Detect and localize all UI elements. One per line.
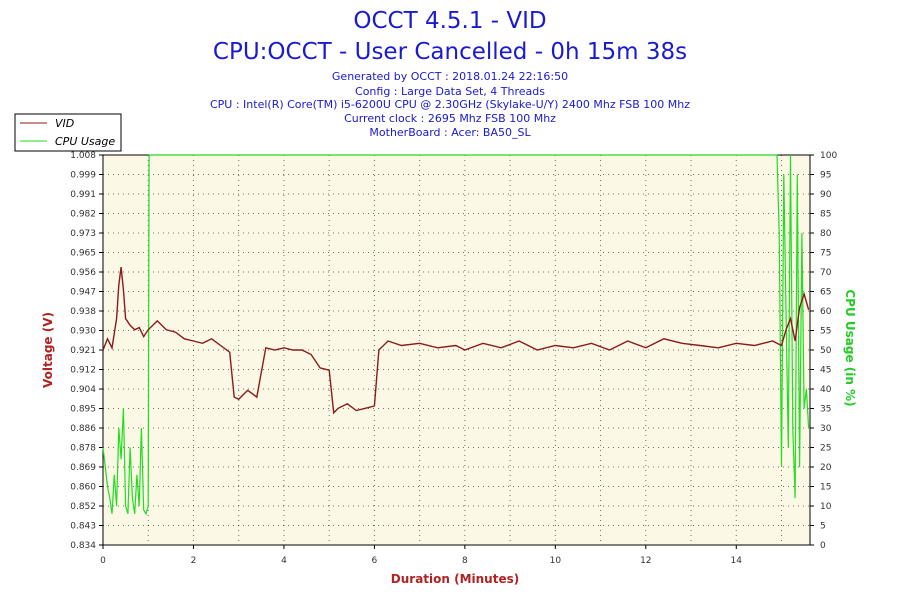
y-right-tick-label: 40 <box>820 385 832 395</box>
y-left-tick-label: 1.008 <box>70 151 96 161</box>
y-left-tick-label: 0.991 <box>70 190 96 200</box>
y-right-tick-label: 25 <box>820 444 831 454</box>
y-right-tick-label: 15 <box>820 483 831 493</box>
y-right-tick-label: 85 <box>820 210 831 220</box>
legend-box <box>14 113 122 152</box>
y-right-tick-label: 70 <box>820 268 832 278</box>
y-right-tick-label: 10 <box>820 502 832 512</box>
y-left-tick-label: 0.947 <box>70 288 96 298</box>
legend-label-cpu: CPU Usage <box>55 135 115 148</box>
series-line-cpu-usage <box>102 154 810 516</box>
y-right-tick-label: 75 <box>820 249 831 259</box>
info-cpu: CPU : Intel(R) Core(TM) i5-6200U CPU @ 2… <box>210 98 690 111</box>
info-config: Config : Large Data Set, 4 Threads <box>355 85 545 98</box>
y-left-tick-label: 0.973 <box>70 229 96 239</box>
grid-layer <box>103 155 810 545</box>
series-layer <box>102 154 810 516</box>
y-left-tick-label: 0.912 <box>70 366 96 376</box>
y-left-tick-label: 0.895 <box>70 405 96 415</box>
y-right-tick-label: 0 <box>820 541 826 551</box>
y-left-tick-label: 0.869 <box>70 463 96 473</box>
y-left-tick-label: 0.904 <box>70 385 96 395</box>
chart-title: OCCT 4.5.1 - VID <box>353 8 546 34</box>
y-left-tick-label: 0.938 <box>70 307 96 317</box>
legend: VID CPU Usage <box>14 113 122 152</box>
y-right-tick-label: 90 <box>820 190 832 200</box>
x-tick-label: 12 <box>640 556 651 566</box>
y-left-tick-label: 0.886 <box>70 424 96 434</box>
x-tick-label: 14 <box>731 556 743 566</box>
plot-area <box>102 154 811 546</box>
y-left-tick-label: 0.878 <box>70 444 96 454</box>
y-right-tick-label: 100 <box>820 151 837 161</box>
chart-subtitle: CPU:OCCT - User Cancelled - 0h 15m 38s <box>213 39 687 65</box>
y-left-tick-label: 0.965 <box>70 249 96 259</box>
y-right-tick-label: 55 <box>820 327 831 337</box>
y-right-tick-label: 80 <box>820 229 832 239</box>
y-left-tick-label: 0.834 <box>70 541 96 551</box>
info-clock: Current clock : 2695 Mhz FSB 100 Mhz <box>344 112 556 125</box>
series-line-vid <box>102 267 810 415</box>
y-left-tick-label: 0.930 <box>70 327 96 337</box>
y-left-tick-label: 0.852 <box>70 502 96 512</box>
y-left-tick-label: 0.860 <box>70 483 96 493</box>
y-left-tick-label: 0.921 <box>70 346 96 356</box>
y-axis-right-label: CPU Usage (in %) <box>843 289 857 406</box>
x-axis-label: Duration (Minutes) <box>391 572 519 586</box>
y-right-tick-label: 45 <box>820 366 831 376</box>
y-axis-left-label: Voltage (V) <box>41 312 55 388</box>
legend-label-vid: VID <box>55 117 74 130</box>
y-right-tick-label: 35 <box>820 405 831 415</box>
x-tick-label: 6 <box>372 556 378 566</box>
x-tick-label: 10 <box>550 556 562 566</box>
y-right-tick-label: 20 <box>820 463 832 473</box>
y-left-tick-label: 0.982 <box>70 210 96 220</box>
y-left-tick-label: 0.999 <box>70 171 96 181</box>
x-tick-label: 0 <box>100 556 106 566</box>
y-right-tick-label: 60 <box>820 307 832 317</box>
x-tick-label: 8 <box>462 556 468 566</box>
y-right-tick-label: 5 <box>820 522 826 532</box>
ticks-layer: 0.834 00.843 50.852 100.860 150.869 200.878 25… <box>70 151 837 566</box>
y-left-tick-label: 0.956 <box>70 268 96 278</box>
info-generated: Generated by OCCT : 2018.01.24 22:16:50 <box>332 70 568 83</box>
y-right-tick-label: 50 <box>820 346 832 356</box>
y-left-tick-label: 0.843 <box>70 522 96 532</box>
x-tick-label: 2 <box>191 556 197 566</box>
y-right-tick-label: 65 <box>820 288 831 298</box>
x-tick-label: 4 <box>281 556 287 566</box>
y-right-tick-label: 30 <box>820 424 832 434</box>
y-right-tick-label: 95 <box>820 171 831 181</box>
info-motherboard: MotherBoard : Acer: BA50_SL <box>369 126 531 139</box>
